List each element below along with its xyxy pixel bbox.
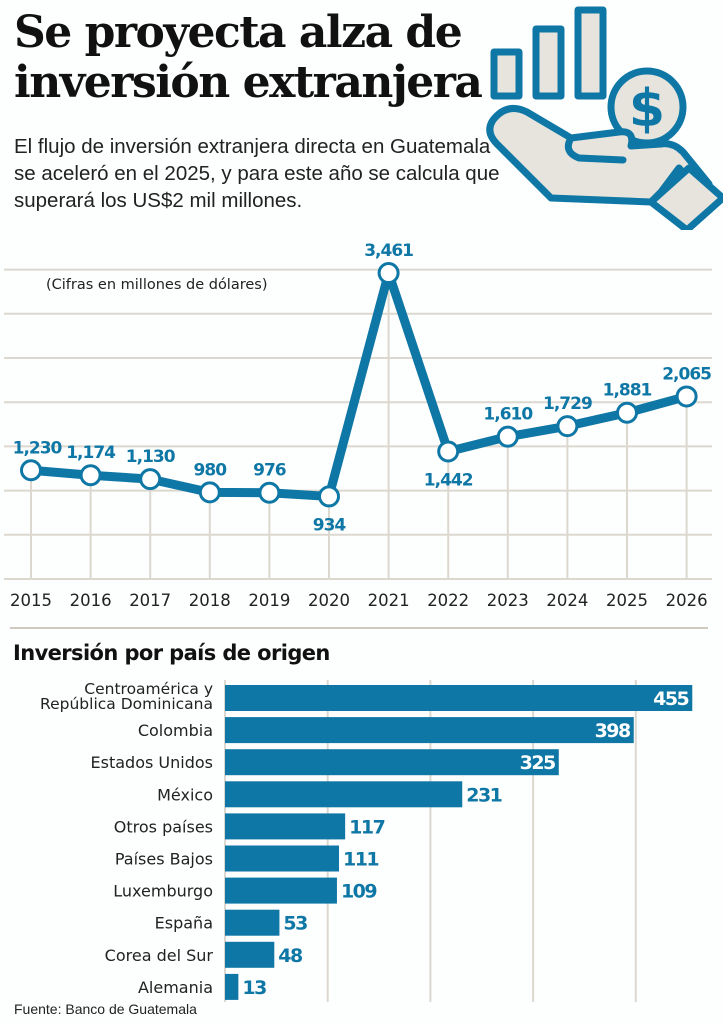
subtitle: El flujo de inversión extranjera directa… <box>14 135 500 212</box>
line-chart: (Cifras en millones de dólares) 1,230 1,1… <box>4 241 712 610</box>
thumb-line-icon <box>564 134 627 164</box>
source-note: Fuente: Banco de Guatemala <box>14 1001 197 1017</box>
data-label: 1,174 <box>66 443 116 463</box>
x-tick-label: 2022 <box>427 591 469 610</box>
x-tick-label: 2017 <box>129 591 171 610</box>
data-point <box>139 468 162 491</box>
bar-value-label: 398 <box>595 720 631 742</box>
data-label: 980 <box>194 460 228 480</box>
category-label: Luxemburgo <box>113 882 213 901</box>
category-label: Centroamérica y <box>84 680 213 698</box>
category-label: Países Bajos <box>115 850 213 869</box>
data-point <box>377 262 400 285</box>
data-point <box>318 485 340 508</box>
bar-chart-title: Inversión por país de origen <box>13 641 330 665</box>
x-tick-label: 2025 <box>606 591 648 610</box>
bar-value-label: 325 <box>520 752 555 774</box>
data-point <box>616 401 638 424</box>
bar-value-label: 109 <box>341 881 376 903</box>
data-point <box>258 481 281 504</box>
growth-bar-large-icon <box>574 6 607 100</box>
data-point <box>20 459 42 482</box>
data-label: 934 <box>313 515 347 535</box>
cuff-icon <box>647 164 723 230</box>
data-label: 2,065 <box>662 364 711 384</box>
bar <box>225 813 346 840</box>
growth-bar-medium-icon <box>532 25 565 100</box>
growth-bar-small-icon <box>490 48 523 100</box>
dollar-sign-icon: $ <box>629 79 665 139</box>
data-point <box>198 481 221 504</box>
bar <box>225 973 239 1000</box>
bar-value-label: 117 <box>349 816 384 838</box>
category-label: Alemania <box>138 978 213 997</box>
units-note: (Cifras en millones de dólares) <box>46 277 268 293</box>
x-tick-label: 2024 <box>546 591 588 610</box>
x-tick-label: 2020 <box>308 591 350 610</box>
x-tick-label: 2026 <box>666 591 708 610</box>
bar-value-label: 111 <box>343 849 378 871</box>
bar-value-label: 13 <box>242 977 266 999</box>
data-label: 1,610 <box>483 405 533 425</box>
category-label: República Dominicana <box>40 695 213 713</box>
data-point <box>437 440 460 463</box>
x-tick-label: 2021 <box>368 591 410 610</box>
category-label: España <box>155 914 213 933</box>
data-label: 1,442 <box>424 471 473 491</box>
category-label: Colombia <box>138 721 213 740</box>
x-tick-label: 2018 <box>189 591 231 610</box>
category-label: Otros países <box>114 817 213 836</box>
x-tick-label: 2016 <box>70 591 112 610</box>
data-label: 1,230 <box>13 438 63 458</box>
x-tick-label: 2019 <box>248 591 290 610</box>
x-tick-label: 2015 <box>10 591 52 610</box>
bar <box>225 749 559 776</box>
category-label: Corea del Sur <box>105 946 214 965</box>
data-label: 1,130 <box>126 447 176 467</box>
bar-value-label: 48 <box>278 945 303 967</box>
bar-value-label: 53 <box>283 913 307 935</box>
headline-line-1: Se proyecta alza de <box>14 7 463 58</box>
data-point <box>496 425 519 448</box>
bar-value-label: 231 <box>466 784 501 806</box>
bar <box>225 941 275 968</box>
hand-holding-coin-growth-icon: $ <box>486 6 723 230</box>
bar <box>225 909 280 936</box>
data-point <box>79 464 102 487</box>
bar <box>225 781 463 808</box>
x-tick-label: 2023 <box>487 591 529 610</box>
headline: Se proyecta alza de inversión extranjera <box>14 7 483 108</box>
data-label: 3,461 <box>364 241 413 261</box>
bar <box>225 717 634 744</box>
category-label: México <box>157 785 213 804</box>
bar-value-label: 455 <box>653 688 688 710</box>
bar <box>225 877 337 904</box>
hand-icon <box>486 104 713 206</box>
section-divider <box>10 627 708 629</box>
data-label: 1,729 <box>543 394 592 414</box>
bar <box>225 685 693 711</box>
data-label: 1,881 <box>603 381 652 401</box>
data-point <box>675 385 698 408</box>
data-point <box>556 415 579 438</box>
category-label: Estados Unidos <box>91 753 213 772</box>
data-label: 976 <box>253 461 286 481</box>
bar <box>225 845 339 872</box>
headline-line-2: inversión extranjera <box>14 57 483 108</box>
